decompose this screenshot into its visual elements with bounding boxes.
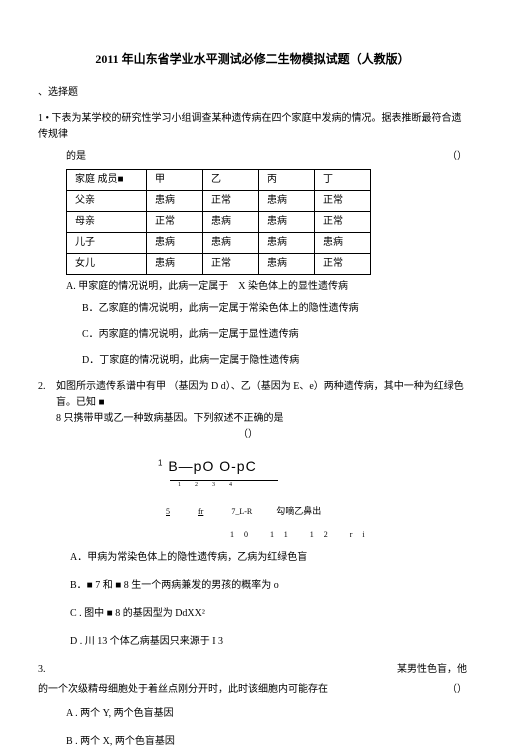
pedigree-row2-a: 5: [166, 507, 170, 516]
table-cell: 患病: [259, 191, 315, 212]
pedigree-row1-main: B—pO O-pC: [163, 458, 256, 474]
table-cell: 母亲: [67, 212, 147, 233]
table-cell: 正常: [147, 212, 203, 233]
section-heading: 、选择题: [38, 85, 467, 101]
q3-line2: 的一个次级精母细胞处于着丝点刚分开时，此时该细胞内可能存在: [38, 682, 328, 698]
table-cell: 患病: [259, 254, 315, 275]
table-header: 丙: [259, 170, 315, 191]
q2-option-a: A．甲病为常染色体上的隐性遗传病，乙病为红绿色盲: [70, 550, 467, 566]
pedigree-row3: 10 11 12 ri: [230, 529, 467, 542]
q3-options: A . 两个 Y, 两个色盲基因 B . 两个 X, 两个色盲基因: [66, 706, 467, 750]
table-cell: 正常: [203, 191, 259, 212]
table-cell: 患病: [259, 212, 315, 233]
pedigree-subscript: 1234: [178, 481, 467, 491]
table-cell: 父亲: [67, 191, 147, 212]
table-cell: 患病: [259, 233, 315, 254]
q3-right-text1: 某男性色盲，他: [397, 662, 467, 678]
pedigree-row2-c: 7_L-R: [231, 507, 252, 516]
pedigree-diagram: 1 B—pO O-pC 1234 5 fr 7_L-R 勾嘀乙鼻出 10 11 12 …: [158, 455, 467, 542]
table-cell: 正常: [315, 191, 371, 212]
q2-option-d: D . 川 13 个体乙病基因只来源于 I 3: [70, 634, 467, 650]
q2-options: A．甲病为常染色体上的隐性遗传病，乙病为红绿色盲 B．■ 7 和 ■ 8 生一个…: [70, 550, 467, 650]
table-cell: 正常: [203, 254, 259, 275]
q1-options: B．乙家庭的情况说明，此病一定属于常染色体上的隐性遗传病 C．丙家庭的情况说明，…: [82, 301, 467, 369]
pedigree-row2: 5 fr 7_L-R 勾嘀乙鼻出: [166, 504, 467, 519]
q1-option-a-part1: A. 甲家庭的情况说明，此病一定属于: [66, 281, 228, 292]
q1-tail: 的是: [66, 149, 86, 165]
q1-option-c: C．丙家庭的情况说明，此病一定属于显性遗传病: [82, 327, 467, 343]
q1-option-a-part2: X 染色体上的显性遗传病: [238, 281, 348, 292]
q3-row2: 的一个次级精母细胞处于着丝点刚分开时，此时该细胞内可能存在 （）: [38, 682, 467, 698]
table-header: 丁: [315, 170, 371, 191]
q2-option-b: B．■ 7 和 ■ 8 生一个两病兼发的男孩的概率为 o: [70, 578, 467, 594]
table-cell: 患病: [147, 233, 203, 254]
q3-paren: （）: [447, 682, 467, 698]
table-cell: 患病: [315, 233, 371, 254]
q1-option-a-line: A. 甲家庭的情况说明，此病一定属于 X 染色体上的显性遗传病: [66, 279, 467, 295]
q3-number: 3.: [38, 662, 46, 678]
pedigree-row2-note: 勾嘀乙鼻出: [276, 506, 321, 516]
q1-table: 家庭 成员■ 甲 乙 丙 丁 父亲 患病 正常 患病 正常 母亲 正常 患病 患…: [66, 169, 371, 275]
q3-option-b: B . 两个 X, 两个色盲基因: [66, 734, 467, 750]
q2-option-c: C . 图中 ■ 8 的基因型为 DdXX²: [70, 606, 467, 622]
pedigree-row2-b: fr: [198, 507, 203, 516]
table-header: 乙: [203, 170, 259, 191]
q1-lead: 1 • 下表为某学校的研究性学习小组调查某种遗传病在四个家庭中发病的情况。据表推…: [38, 111, 467, 143]
pedigree-line: [170, 480, 278, 481]
q1-option-b: B．乙家庭的情况说明，此病一定属于常染色体上的隐性遗传病: [82, 301, 467, 317]
q1-paren: （）: [447, 149, 467, 165]
q2-block: 2. 如图所示遗传系谱中有甲 （基因为 D d）、乙（基因为 E、e）两种遗传病…: [38, 379, 467, 411]
table-cell: 患病: [203, 233, 259, 254]
table-cell: 患病: [147, 191, 203, 212]
table-cell: 正常: [315, 212, 371, 233]
q2-body-line1: 如图所示遗传系谱中有甲 （基因为 D d）、乙（基因为 E、e）两种遗传病，其中…: [56, 379, 467, 411]
q3-row1: 3. 某男性色盲，他: [38, 662, 467, 678]
table-header: 甲: [147, 170, 203, 191]
q2-body-line2: 8 只携带甲或乙一种致病基因。下列叙述不正确的是: [56, 411, 467, 427]
doc-title: 2011 年山东省学业水平测试必修二生物模拟试题（人教版）: [38, 50, 467, 69]
table-cell: 患病: [203, 212, 259, 233]
q2-number: 2.: [38, 379, 56, 411]
q1-option-d: D．丁家庭的情况说明，此病一定属于隐性遗传病: [82, 353, 467, 369]
table-cell: 女儿: [67, 254, 147, 275]
table-header: 家庭 成员■: [67, 170, 147, 191]
table-cell: 患病: [147, 254, 203, 275]
table-cell: 正常: [315, 254, 371, 275]
pedigree-row1: 1 B—pO O-pC: [158, 455, 467, 477]
q2-paren: （）: [238, 427, 467, 443]
table-cell: 儿子: [67, 233, 147, 254]
